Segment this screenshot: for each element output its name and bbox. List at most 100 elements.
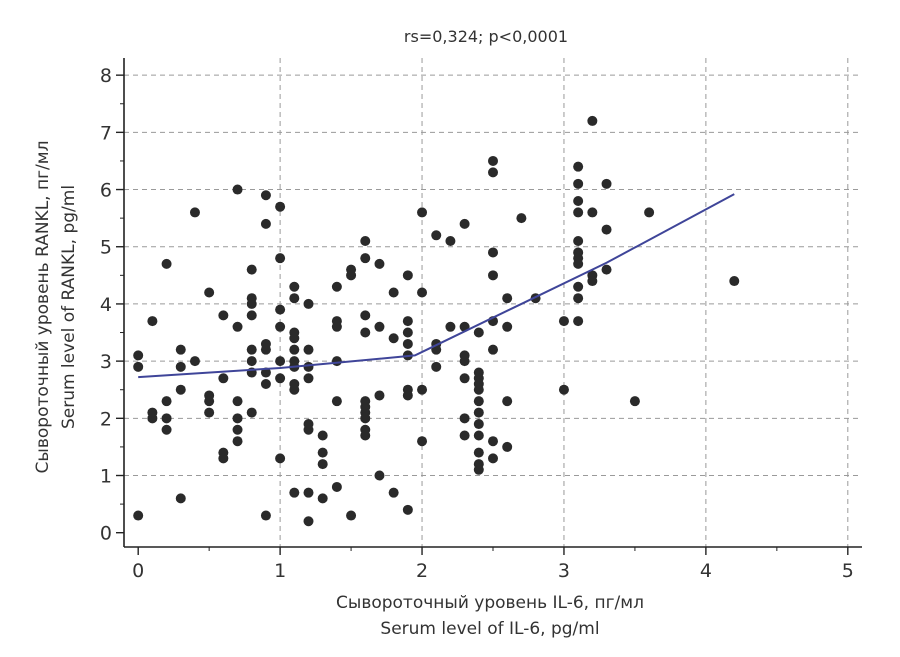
data-point xyxy=(303,344,314,355)
data-point xyxy=(417,436,428,447)
data-point xyxy=(275,201,286,212)
data-point xyxy=(473,464,484,475)
data-point xyxy=(246,407,257,418)
x-axis-title-ru: Сывороточный уровень IL-6, пг/мл xyxy=(336,593,644,613)
data-point xyxy=(502,293,513,304)
data-point xyxy=(388,287,399,298)
data-point xyxy=(473,407,484,418)
data-point xyxy=(502,441,513,452)
data-points xyxy=(133,115,740,527)
data-point xyxy=(218,310,229,321)
data-point xyxy=(317,493,328,504)
data-point xyxy=(360,413,371,424)
data-point xyxy=(303,361,314,372)
data-point xyxy=(573,161,584,172)
data-point xyxy=(388,333,399,344)
data-point xyxy=(573,281,584,292)
data-point xyxy=(587,207,598,218)
data-point xyxy=(488,167,498,178)
data-point xyxy=(232,184,243,195)
data-point xyxy=(558,316,569,327)
data-point xyxy=(161,413,172,424)
data-point xyxy=(601,178,612,189)
data-point xyxy=(303,516,314,527)
data-point xyxy=(629,396,640,407)
data-point xyxy=(502,396,513,407)
data-point xyxy=(331,356,342,367)
y-tick-label: 7 xyxy=(100,122,112,144)
data-point xyxy=(232,321,243,332)
data-point xyxy=(204,396,215,407)
data-point xyxy=(246,344,257,355)
data-point xyxy=(402,316,413,327)
data-point xyxy=(473,396,484,407)
y-tick-label: 2 xyxy=(100,408,112,430)
data-point xyxy=(303,487,314,498)
data-point xyxy=(260,190,271,201)
data-point xyxy=(459,218,470,229)
data-point xyxy=(147,316,158,327)
data-point xyxy=(459,373,470,384)
grid xyxy=(124,58,862,547)
data-point xyxy=(161,424,172,435)
fit-line xyxy=(138,193,735,379)
data-point xyxy=(573,236,584,247)
data-point xyxy=(275,453,286,464)
data-point xyxy=(331,281,342,292)
data-point xyxy=(360,327,371,338)
data-point xyxy=(346,510,357,521)
data-point xyxy=(374,258,385,269)
data-point xyxy=(488,344,498,355)
data-point xyxy=(459,356,470,367)
data-point xyxy=(601,224,612,235)
data-point xyxy=(218,453,229,464)
data-point xyxy=(374,470,385,481)
x-tick-label: 3 xyxy=(558,560,570,582)
y-axis-title-ru: Сывороточный уровень RANKL, пг/мл xyxy=(33,141,53,474)
data-point xyxy=(573,195,584,206)
data-point xyxy=(275,373,286,384)
data-point xyxy=(232,413,243,424)
data-point xyxy=(558,384,569,395)
data-point xyxy=(587,115,598,126)
data-point xyxy=(459,413,470,424)
data-point xyxy=(473,384,484,395)
data-point xyxy=(246,310,257,321)
data-point xyxy=(502,321,513,332)
y-tick-label: 6 xyxy=(100,180,112,202)
data-point xyxy=(417,207,428,218)
data-point xyxy=(573,293,584,304)
data-point xyxy=(317,459,328,470)
data-point xyxy=(289,344,300,355)
data-point xyxy=(260,218,271,229)
x-tick-label: 2 xyxy=(416,560,428,582)
data-point xyxy=(402,327,413,338)
data-point xyxy=(331,481,342,492)
data-point xyxy=(488,453,498,464)
data-point xyxy=(133,510,144,521)
data-point xyxy=(289,384,300,395)
data-point xyxy=(275,304,286,315)
data-point xyxy=(260,379,271,389)
data-point xyxy=(147,413,158,424)
data-point xyxy=(445,321,456,332)
y-tick-label: 1 xyxy=(100,466,112,488)
data-point xyxy=(417,287,428,298)
data-point xyxy=(346,270,357,281)
data-point xyxy=(260,510,271,521)
data-point xyxy=(317,430,328,441)
data-point xyxy=(133,361,144,372)
data-point xyxy=(360,430,371,441)
data-point xyxy=(175,384,186,395)
data-point xyxy=(175,493,186,504)
data-point xyxy=(289,281,300,292)
y-tick-label: 4 xyxy=(100,294,112,316)
data-point xyxy=(402,338,413,349)
data-point xyxy=(246,264,257,275)
data-point xyxy=(303,424,314,435)
data-point xyxy=(402,270,413,281)
x-tick-label: 5 xyxy=(842,560,854,582)
fit-line-group xyxy=(138,193,735,379)
data-point xyxy=(175,361,186,372)
